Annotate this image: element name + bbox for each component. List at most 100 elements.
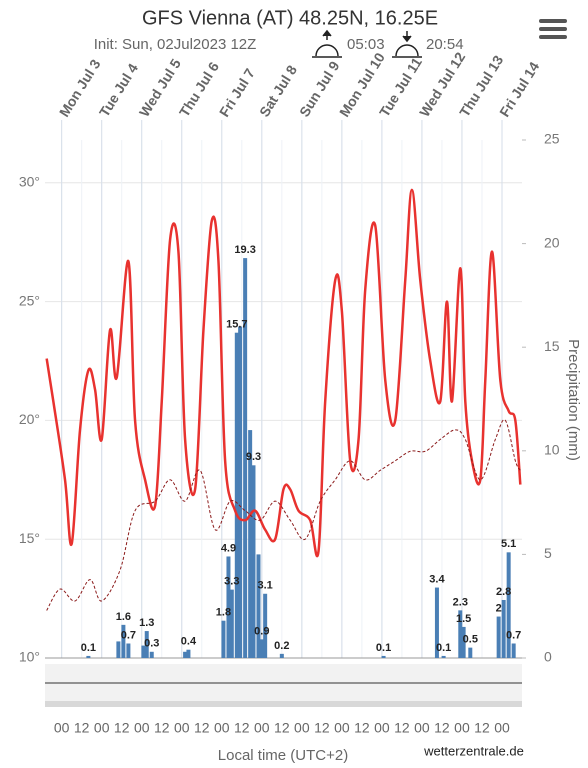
precip-bar — [259, 639, 264, 658]
x-tick-label: 12 — [434, 720, 450, 736]
precip-bar — [501, 599, 506, 658]
y-tick-label: 15° — [19, 530, 40, 546]
precip-bar — [458, 610, 463, 658]
precip-bar — [221, 620, 226, 658]
menu-button[interactable] — [539, 19, 567, 39]
x-tick-label: 12 — [74, 720, 90, 736]
x-tick-label: 00 — [214, 720, 230, 736]
sunrise-time: 05:03 — [347, 36, 385, 53]
precip-bar — [238, 326, 243, 658]
precip-label: 2.8 — [496, 586, 511, 598]
y2-axis-title: Precipitation (mm) — [565, 339, 582, 461]
precip-label: 2.3 — [453, 596, 468, 608]
chart-subtitle: Init: Sun, 02Jul2023 12Z — [94, 36, 257, 53]
precip-bar — [434, 587, 439, 658]
x-tick-label: 00 — [294, 720, 310, 736]
precip-label: 0.9 — [254, 625, 269, 637]
x-tick-label: 00 — [134, 720, 150, 736]
x-tick-label: 00 — [374, 720, 390, 736]
precip-label: 2 — [496, 602, 502, 614]
x-tick-label: 12 — [114, 720, 130, 736]
precip-bar — [461, 626, 466, 658]
precip-bar — [226, 556, 231, 658]
precip-label: 0.5 — [463, 634, 478, 646]
precip-label: 15.7 — [226, 319, 247, 331]
sunset-icon — [392, 31, 422, 58]
precip-bar — [144, 631, 149, 658]
x-tick-label: 12 — [314, 720, 330, 736]
chart-title: GFS Vienna (AT) 48.25N, 16.25E — [142, 7, 438, 29]
precip-label: 0.7 — [506, 629, 521, 641]
y-tick-label: 25° — [19, 292, 40, 308]
sunset-time: 20:54 — [426, 36, 464, 53]
x-tick-label: 00 — [174, 720, 190, 736]
x-tick-label: 00 — [94, 720, 110, 736]
precip-bar — [256, 554, 261, 658]
precip-label: 3.3 — [224, 576, 239, 588]
precip-bar — [116, 641, 121, 658]
precip-bar — [248, 430, 253, 658]
precip-bar — [511, 643, 516, 658]
source: wetterzentrale.de — [423, 743, 524, 758]
precip-label: 1.8 — [216, 607, 231, 619]
sunrise-icon — [312, 29, 342, 58]
x-tick-label: 00 — [454, 720, 470, 736]
precip-label: 3.1 — [258, 580, 273, 592]
precip-label: 0.1 — [81, 642, 96, 654]
precip-bar — [126, 643, 131, 658]
x-tick-label: 12 — [274, 720, 290, 736]
precip-bar — [229, 589, 234, 658]
x-tick-label: 12 — [234, 720, 250, 736]
precip-bar — [251, 465, 256, 658]
precip-bar — [234, 332, 239, 658]
precip-label: 0.7 — [121, 629, 136, 641]
x-tick-label: 12 — [474, 720, 490, 736]
x-tick-label: 00 — [414, 720, 430, 736]
temperature-line — [45, 188, 522, 558]
precip-bar — [279, 653, 284, 658]
x-tick-label: 00 — [254, 720, 270, 736]
precip-bar — [468, 647, 473, 658]
precip-label: 1.3 — [139, 617, 154, 629]
precip-label: 0.1 — [436, 642, 451, 654]
x-tick-label: 00 — [334, 720, 350, 736]
precip-bar — [381, 655, 386, 658]
y-tick-label: 20° — [19, 411, 40, 427]
y-tick-label: 10° — [19, 649, 40, 665]
y2-tick-label: 25 — [544, 131, 560, 147]
wind-strip — [45, 664, 522, 707]
dashed-line — [46, 419, 521, 611]
y2-tick-label: 20 — [544, 234, 560, 250]
x-tick-label: 12 — [154, 720, 170, 736]
precip-label: 0.1 — [376, 642, 391, 654]
y2-tick-label: 15 — [544, 338, 560, 354]
x-tick-label: 00 — [494, 720, 510, 736]
precip-bar — [183, 651, 188, 658]
x-tick-label: 00 — [54, 720, 70, 736]
marks — [45, 188, 522, 658]
precip-bar — [441, 655, 446, 658]
precip-label: 1.6 — [116, 611, 131, 623]
precip-label: 9.3 — [246, 451, 261, 463]
precip-bar — [149, 651, 154, 658]
precip-bar — [121, 624, 126, 658]
y2-tick-label: 10 — [544, 442, 560, 458]
precip-bar — [263, 593, 268, 658]
precip-label: 19.3 — [234, 244, 255, 256]
y-tick-label: 30° — [19, 173, 40, 189]
y2-tick-label: 5 — [544, 545, 552, 561]
precip-label: 5.1 — [501, 538, 516, 550]
y2-tick-label: 0 — [544, 649, 552, 665]
precip-bar — [243, 258, 248, 658]
x-tick-label: 12 — [354, 720, 370, 736]
precip-label: 0.2 — [274, 640, 289, 652]
x-tick-label: 12 — [394, 720, 410, 736]
x-axis-title: Local time (UTC+2) — [218, 747, 348, 764]
precip-bar — [141, 645, 146, 658]
precip-label: 0.3 — [144, 638, 159, 650]
precip-label: 1.5 — [456, 613, 471, 625]
x-tick-label: 12 — [194, 720, 210, 736]
precip-bar — [86, 655, 91, 658]
